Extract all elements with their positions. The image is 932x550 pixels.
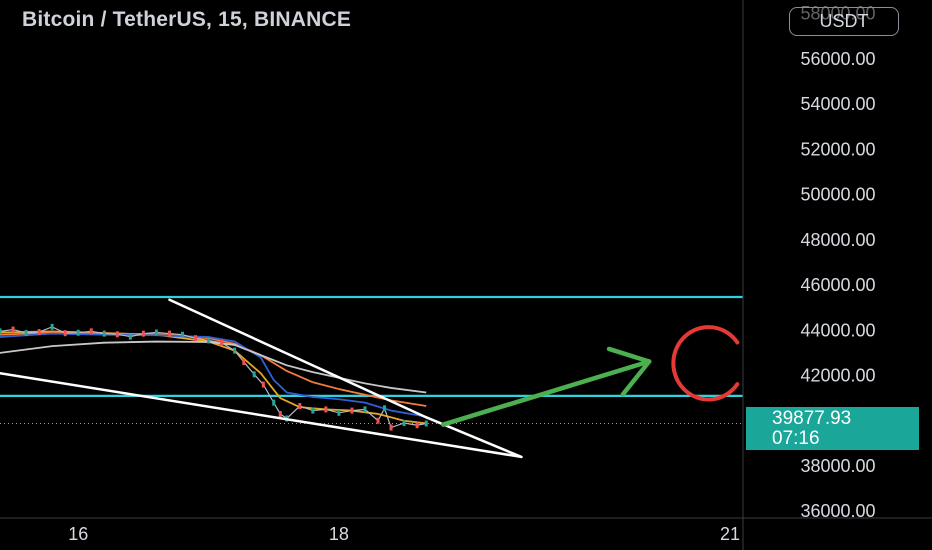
bar-countdown: 07:16 (772, 428, 820, 449)
currency-button[interactable]: USDT (789, 7, 899, 36)
x-tick-label: 21 (720, 524, 740, 544)
price-candle (102, 330, 106, 337)
ma-long-line (0, 340, 427, 394)
last-price-label: 39877.93 07:16 (746, 407, 919, 450)
price-candle (383, 405, 387, 412)
price-candle (115, 331, 119, 338)
price-candle (415, 422, 419, 429)
price-candle (63, 330, 67, 337)
last-price-value: 39877.93 (772, 408, 852, 429)
target-circle (671, 325, 740, 402)
price-candle (128, 333, 132, 340)
x-tick-label: 18 (329, 524, 349, 544)
y-tick-label: 44000.00 (800, 320, 875, 340)
price-candle (324, 406, 328, 413)
price-candle (220, 339, 224, 346)
price-candle (167, 330, 171, 337)
price-candle (402, 419, 406, 426)
y-tick-label: 52000.00 (800, 139, 875, 159)
price-candle (50, 323, 54, 330)
price-candle (252, 371, 256, 378)
y-tick-label: 38000.00 (800, 456, 875, 476)
projection-arrow-head (606, 346, 652, 364)
x-tick-label: 16 (68, 524, 88, 544)
price-candle (11, 326, 15, 333)
price-candle (141, 330, 145, 337)
projection-arrow-head (620, 359, 652, 397)
price-candle (311, 407, 315, 414)
price-candle (233, 347, 237, 354)
price-candle (272, 399, 276, 406)
y-tick-label: 36000.00 (800, 501, 875, 521)
y-tick-label: 54000.00 (800, 94, 875, 114)
price-candle (0, 328, 2, 335)
price-candle (337, 409, 341, 416)
y-tick-label: 56000.00 (800, 49, 875, 69)
price-candle (24, 329, 28, 336)
price-candle (194, 335, 198, 342)
price-candle (242, 358, 246, 365)
price-candle (298, 403, 302, 410)
y-tick-label: 48000.00 (800, 230, 875, 250)
ma-slow-line (0, 332, 427, 418)
y-tick-label: 50000.00 (800, 185, 875, 205)
price-candle (278, 410, 282, 417)
price-candle (154, 329, 158, 336)
lower-trendline (0, 371, 523, 459)
price-candle (207, 337, 211, 344)
price-candle (363, 406, 367, 413)
projection-arrow-shaft (440, 359, 652, 427)
chart-title: Bitcoin / TetherUS, 15, BINANCE (22, 8, 352, 31)
price-candle (180, 331, 184, 338)
price-candle (389, 424, 393, 431)
price-candle (37, 329, 41, 336)
price-candle (261, 381, 265, 388)
price-candle (89, 328, 93, 335)
price-candle (376, 417, 380, 424)
upper-trendline (168, 298, 428, 419)
price-candle (76, 329, 80, 336)
y-tick-label: 42000.00 (800, 365, 875, 385)
price-candle (350, 407, 354, 414)
y-tick-label: 46000.00 (800, 275, 875, 295)
price-candle (424, 420, 428, 427)
